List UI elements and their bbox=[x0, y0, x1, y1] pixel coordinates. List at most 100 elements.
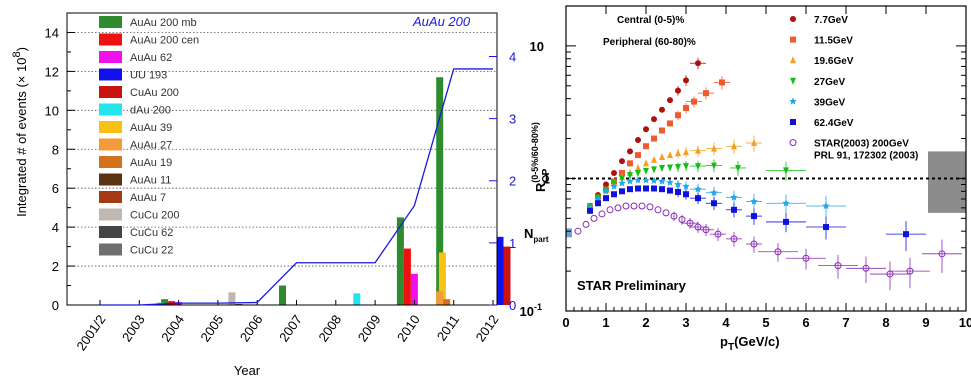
left-bar bbox=[436, 291, 444, 305]
left-bar bbox=[403, 248, 411, 305]
legend-label: AuAu 11 bbox=[130, 175, 171, 187]
legend-label: AuAu 19 bbox=[130, 157, 172, 169]
annotation-central: Central (0-5)% bbox=[617, 15, 684, 26]
data-point bbox=[790, 36, 796, 43]
annotation-star-preliminary: STAR Preliminary bbox=[577, 278, 687, 293]
legend-label: AuAu 62 bbox=[130, 52, 172, 64]
left-ytick-label: 10 bbox=[45, 103, 59, 118]
data-point bbox=[635, 169, 641, 177]
left-series-8 bbox=[443, 299, 451, 305]
left-series-4 bbox=[503, 246, 511, 305]
legend-swatch bbox=[99, 173, 122, 186]
data-point bbox=[598, 210, 606, 218]
data-point bbox=[790, 16, 796, 22]
data-point bbox=[683, 191, 689, 198]
data-point bbox=[750, 197, 758, 205]
left-ytick-label: 14 bbox=[45, 25, 59, 40]
data-point bbox=[735, 164, 741, 172]
right-xtick-label: 0 bbox=[562, 315, 569, 330]
right-chart: 0 1 2 3 4 5 6 7 8 9 1010110-17.7GeV11.5GeV19.6GeV2… bbox=[520, 5, 971, 353]
data-point bbox=[658, 177, 666, 185]
data-point bbox=[802, 254, 810, 262]
left-series-3 bbox=[496, 236, 504, 305]
left-bar bbox=[353, 293, 361, 305]
right-xtick-label: 10 bbox=[959, 315, 971, 330]
data-point bbox=[651, 185, 657, 192]
right-yaxis-title: RCP(0-5%/60-80%) bbox=[530, 122, 552, 192]
right-xtick-label: 8 bbox=[882, 315, 889, 330]
legend-swatch bbox=[99, 208, 122, 221]
data-point bbox=[614, 204, 622, 212]
data-point bbox=[643, 159, 649, 167]
data-point bbox=[695, 163, 701, 171]
legend-label: AuAu 39 bbox=[130, 122, 172, 134]
data-point bbox=[682, 182, 690, 190]
data-point bbox=[790, 56, 796, 64]
npart-label-main: N bbox=[524, 226, 533, 241]
data-point bbox=[751, 139, 757, 147]
data-point bbox=[650, 176, 658, 185]
right-legend-label: 7.7GeV bbox=[814, 15, 848, 26]
legend-swatch bbox=[99, 68, 122, 81]
data-point bbox=[659, 127, 665, 134]
left-xtick-label: 2003 bbox=[119, 312, 148, 344]
right-xtick-label: 4 bbox=[722, 315, 730, 330]
xaxis-p: p bbox=[720, 334, 728, 349]
data-point bbox=[789, 139, 797, 147]
left-yaxis-title-main: Integrated # of events ( bbox=[14, 83, 29, 217]
data-point bbox=[651, 135, 657, 142]
data-point bbox=[582, 220, 590, 228]
data-point bbox=[750, 240, 758, 248]
legend-swatch bbox=[99, 226, 122, 238]
data-point bbox=[626, 177, 634, 185]
data-point bbox=[619, 188, 625, 195]
data-point bbox=[719, 79, 725, 86]
data-point bbox=[823, 224, 829, 231]
left-xtick-label: 2005 bbox=[197, 312, 226, 344]
right-legend-label-2: PRL 91, 172302 (2003) bbox=[814, 151, 918, 162]
data-point bbox=[710, 188, 718, 196]
data-point bbox=[635, 185, 641, 192]
data-point bbox=[646, 203, 654, 211]
legend-label: AuAu 7 bbox=[130, 192, 166, 204]
legend-swatch bbox=[99, 86, 122, 98]
data-point bbox=[627, 186, 633, 193]
data-point bbox=[654, 206, 662, 214]
data-point bbox=[603, 195, 609, 202]
data-point bbox=[630, 202, 638, 210]
legend-swatch bbox=[99, 191, 122, 203]
data-point bbox=[651, 155, 657, 163]
right-series-4 bbox=[586, 176, 846, 219]
right-ytick-label: 4 bbox=[509, 49, 516, 64]
data-point bbox=[675, 87, 681, 94]
legend-label: CuAu 200 bbox=[130, 87, 179, 99]
data-point bbox=[595, 200, 601, 207]
left-bar bbox=[436, 77, 444, 306]
left-plot-frame bbox=[66, 12, 498, 306]
left-ytick-label: 4 bbox=[52, 220, 59, 235]
left-xtick-label: 2009 bbox=[355, 312, 384, 344]
left-ytick-label: 2 bbox=[52, 259, 59, 274]
legend-label: CuCu 22 bbox=[130, 245, 173, 257]
data-point bbox=[666, 178, 674, 186]
data-point bbox=[662, 209, 670, 217]
data-point bbox=[675, 149, 681, 157]
left-ytick-label: 8 bbox=[52, 142, 59, 157]
left-xtick-label: 2010 bbox=[394, 312, 423, 344]
data-point bbox=[790, 77, 796, 85]
right-legend-label: STAR(2003) 200GeV bbox=[814, 139, 909, 150]
data-point bbox=[714, 230, 722, 238]
data-point bbox=[711, 162, 717, 170]
left-xtick-label: 2012 bbox=[473, 312, 502, 344]
data-point bbox=[834, 262, 842, 270]
right-xtick-label: 6 bbox=[802, 315, 809, 330]
legend-label: AuAu 200 mb bbox=[130, 17, 197, 29]
data-point bbox=[634, 176, 642, 184]
right-xtick-label: 2 bbox=[642, 315, 649, 330]
yaxis-R: R bbox=[533, 182, 548, 192]
data-point bbox=[783, 167, 789, 175]
data-point bbox=[635, 163, 641, 171]
right-ytick-label: 1 bbox=[543, 171, 550, 186]
left-xtick-label: 2004 bbox=[158, 312, 187, 344]
